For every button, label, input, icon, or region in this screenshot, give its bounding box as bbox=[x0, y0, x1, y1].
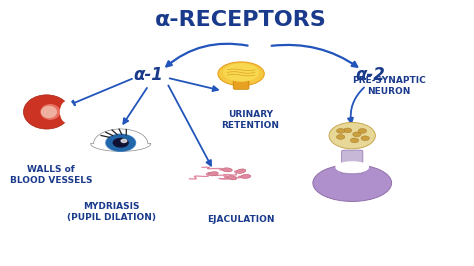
Ellipse shape bbox=[61, 101, 74, 122]
Ellipse shape bbox=[209, 172, 218, 176]
FancyBboxPatch shape bbox=[233, 77, 249, 89]
Ellipse shape bbox=[222, 168, 232, 172]
Ellipse shape bbox=[218, 62, 264, 86]
Circle shape bbox=[344, 128, 352, 133]
Ellipse shape bbox=[313, 165, 392, 201]
Circle shape bbox=[106, 134, 136, 151]
Ellipse shape bbox=[224, 64, 258, 81]
Text: WALLS of
BLOOD VESSELS: WALLS of BLOOD VESSELS bbox=[10, 165, 92, 185]
Text: PRE-SYNAPTIC
NEURON: PRE-SYNAPTIC NEURON bbox=[352, 76, 426, 96]
Text: α-RECEPTORS: α-RECEPTORS bbox=[155, 10, 327, 30]
Ellipse shape bbox=[241, 174, 251, 178]
Polygon shape bbox=[91, 129, 151, 151]
Ellipse shape bbox=[42, 106, 56, 118]
Circle shape bbox=[353, 132, 361, 137]
Circle shape bbox=[361, 136, 369, 141]
Text: α-1: α-1 bbox=[134, 66, 164, 84]
Ellipse shape bbox=[24, 95, 70, 129]
Text: URINARY
RETENTION: URINARY RETENTION bbox=[221, 110, 279, 130]
Circle shape bbox=[107, 135, 135, 151]
Text: EJACULATION: EJACULATION bbox=[207, 215, 275, 224]
Circle shape bbox=[350, 138, 359, 143]
Ellipse shape bbox=[329, 122, 375, 149]
Circle shape bbox=[113, 139, 128, 147]
Ellipse shape bbox=[237, 169, 246, 173]
Ellipse shape bbox=[336, 162, 368, 172]
Text: MYDRIASIS
(PUPIL DILATION): MYDRIASIS (PUPIL DILATION) bbox=[67, 202, 156, 222]
FancyBboxPatch shape bbox=[342, 150, 363, 174]
Text: α-2: α-2 bbox=[356, 66, 386, 84]
Circle shape bbox=[121, 139, 127, 143]
Circle shape bbox=[358, 128, 366, 133]
Ellipse shape bbox=[227, 176, 237, 180]
Circle shape bbox=[337, 128, 345, 133]
Ellipse shape bbox=[41, 105, 60, 119]
Circle shape bbox=[337, 135, 345, 139]
